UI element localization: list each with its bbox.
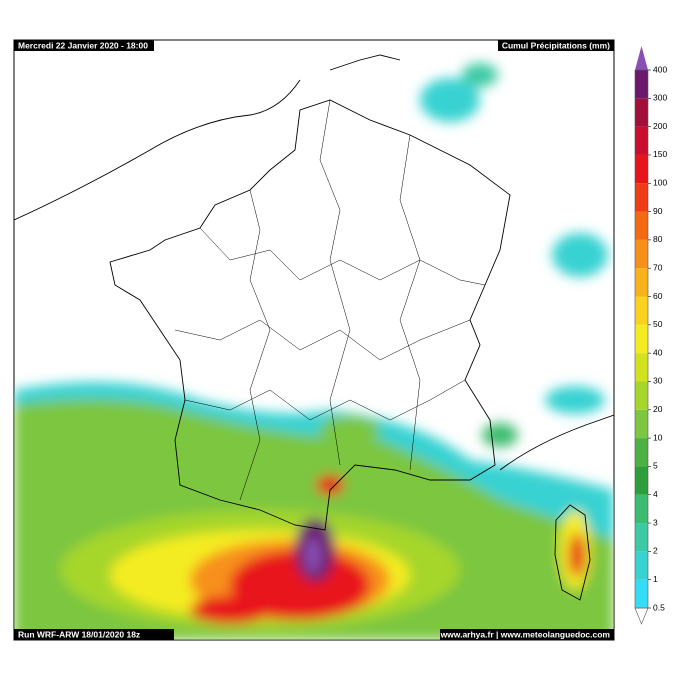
colorbar-segment <box>635 494 648 524</box>
header-left-bar <box>14 40 154 51</box>
footer-left-bar <box>14 629 174 640</box>
colorbar-label: 5 <box>653 461 658 471</box>
colorbar-label: 150 <box>653 149 667 159</box>
colorbar-label: 40 <box>653 347 663 357</box>
colorbar-label: 300 <box>653 93 667 103</box>
colorbar-segment <box>635 239 648 269</box>
colorbar-label: 1 <box>653 574 658 584</box>
department-borders <box>174 99 486 501</box>
colorbar-segment <box>635 154 648 184</box>
colorbar-segment <box>635 353 648 382</box>
header-right-bar <box>498 40 614 51</box>
header-product: Cumul Précipitations (mm) <box>502 40 610 50</box>
colorbar-label: 50 <box>653 319 663 329</box>
footer-run: Run WRF-ARW 18/01/2020 18z <box>18 629 140 639</box>
coastlines <box>14 54 614 601</box>
colorbar-segment <box>635 183 648 212</box>
colorbar-label: 4 <box>653 489 658 499</box>
colorbar-segment <box>635 211 648 240</box>
colorbar-label: 80 <box>653 234 663 244</box>
colorbar-label: 0.5 <box>653 602 665 612</box>
colorbar-label: 60 <box>653 291 663 301</box>
colorbar-segment <box>635 523 648 552</box>
colorbar-top-arrow <box>635 46 648 70</box>
precipitation-field <box>14 63 614 640</box>
colorbar-segment <box>635 579 648 608</box>
footer-right-bar <box>440 629 614 640</box>
colorbar-segment <box>635 296 648 325</box>
colorbar-segment <box>635 438 648 467</box>
colorbar-label: 30 <box>653 376 663 386</box>
colorbar-segment <box>635 551 648 580</box>
colorbar-label: 20 <box>653 404 663 414</box>
colorbar: 0.5 1 2 3 4 5 10 20 30 40 50 60 70 80 90 100 150 200 300 40… <box>634 46 667 625</box>
colorbar-label: 400 <box>653 64 667 74</box>
colorbar-label: 100 <box>653 178 667 188</box>
colorbar-label: 3 <box>653 517 658 527</box>
colorbar-segment <box>635 268 648 297</box>
colorbar-segment <box>635 126 648 155</box>
colorbar-segment <box>635 381 648 410</box>
colorbar-low-arrow <box>634 607 649 625</box>
colorbar-label: 2 <box>653 546 658 556</box>
colorbar-label: 70 <box>653 262 663 272</box>
colorbar-segment <box>635 70 648 99</box>
colorbar-outline <box>634 69 649 609</box>
colorbar-segment <box>635 324 648 354</box>
colorbar-segment <box>635 466 648 495</box>
colorbar-segment <box>635 409 648 439</box>
colorbar-label: 200 <box>653 121 667 131</box>
colorbar-label: 10 <box>653 432 663 442</box>
footer-credit: www.arhya.fr | www.meteolanguedoc.com <box>440 629 611 639</box>
colorbar-segment <box>635 98 648 127</box>
colorbar-label: 90 <box>653 206 663 216</box>
header-date: Mercredi 22 Janvier 2020 - 18:00 <box>18 40 148 50</box>
